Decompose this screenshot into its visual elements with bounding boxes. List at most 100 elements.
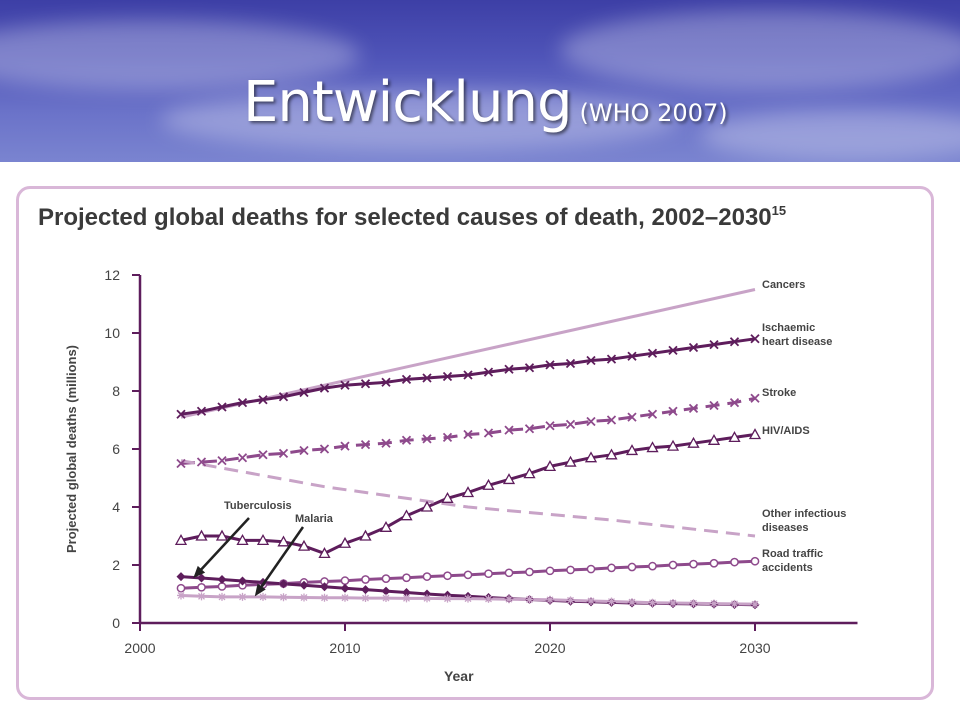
data-point-hiv-aids <box>687 436 700 448</box>
data-point-hiv-aids <box>379 520 393 532</box>
data-point-hiv-aids <box>482 478 495 490</box>
data-point-malaria <box>607 597 616 606</box>
data-point-hiv-aids <box>523 467 536 479</box>
data-point-stroke <box>442 432 453 443</box>
data-point-hiv-aids <box>420 500 434 512</box>
data-point-malaria <box>443 594 452 603</box>
data-point-ischaemic-heart-disease <box>299 387 309 398</box>
data-point-malaria <box>628 598 636 607</box>
data-point-ischaemic-heart-disease <box>688 342 699 353</box>
data-point-stroke <box>709 400 719 411</box>
data-point-stroke <box>196 457 207 467</box>
data-point-stroke <box>381 438 391 448</box>
data-point-ischaemic-heart-disease <box>196 406 207 416</box>
data-point-ischaemic-heart-disease <box>668 345 678 356</box>
y-tick-label: 4 <box>112 499 120 515</box>
data-point-ischaemic-heart-disease <box>729 337 740 347</box>
data-point-stroke <box>483 428 494 438</box>
data-point-malaria <box>546 595 554 604</box>
data-point-ischaemic-heart-disease <box>401 374 412 385</box>
data-point-hiv-aids <box>236 534 249 545</box>
data-point-malaria <box>689 599 698 608</box>
data-point-road-traffic-accidents <box>750 556 760 566</box>
data-point-stroke <box>750 393 760 403</box>
data-point-ischaemic-heart-disease <box>340 380 350 390</box>
data-point-stroke <box>340 441 350 451</box>
data-point-ischaemic-heart-disease <box>319 383 330 393</box>
data-point-hiv-aids <box>441 491 454 503</box>
data-point-malaria <box>730 599 739 608</box>
data-point-road-traffic-accidents <box>586 564 596 574</box>
data-point-ischaemic-heart-disease <box>565 358 576 369</box>
y-tick-label: 8 <box>112 383 120 399</box>
data-point-malaria <box>238 592 247 601</box>
data-point-malaria <box>197 592 206 601</box>
data-point-road-traffic-accidents <box>689 559 698 569</box>
data-point-malaria <box>341 593 349 602</box>
data-point-stroke <box>504 425 514 435</box>
series-labels: Cancers Ischaemic heart disease Stroke HIV/A… <box>762 279 846 574</box>
data-point-road-traffic-accidents <box>709 558 719 568</box>
data-point-hiv-aids <box>256 534 270 545</box>
data-point-road-traffic-accidents <box>197 582 206 592</box>
slide-title: Entwicklung (WHO 2007) <box>243 70 728 135</box>
series-label-road-traffic-accidents: Road traffic accidents <box>762 548 823 574</box>
x-axis-label: Year <box>444 668 474 684</box>
data-point-road-traffic-accidents <box>607 563 616 573</box>
y-tick-label: 12 <box>104 267 120 283</box>
data-point-malaria <box>382 594 390 603</box>
annotation-arrowhead-tuberculosis <box>193 565 206 579</box>
data-point-malaria <box>587 596 595 605</box>
data-point-hiv-aids <box>359 529 372 541</box>
x-tick-label: 2030 <box>739 640 770 656</box>
data-point-stroke <box>299 445 309 456</box>
data-point-stroke <box>647 409 658 419</box>
data-point-malaria <box>566 596 575 605</box>
series-line-cancers <box>180 288 756 419</box>
data-point-hiv-aids <box>174 534 188 545</box>
data-point-ischaemic-heart-disease <box>217 402 227 412</box>
data-point-road-traffic-accidents <box>545 566 555 576</box>
series-lines <box>180 288 756 607</box>
data-point-stroke <box>217 455 227 466</box>
data-point-stroke <box>258 450 268 460</box>
data-point-malaria <box>279 593 288 602</box>
data-point-hiv-aids <box>297 539 311 551</box>
data-point-ischaemic-heart-disease <box>381 377 391 387</box>
data-point-stroke <box>545 421 555 431</box>
data-point-stroke <box>565 419 576 429</box>
data-point-tuberculosis <box>279 579 288 589</box>
data-point-malaria <box>320 593 329 602</box>
data-point-stroke <box>586 416 596 427</box>
y-tick-label: 0 <box>112 615 120 631</box>
data-point-road-traffic-accidents <box>422 572 432 581</box>
series-label-other-infectious-diseases: Other infectious diseases <box>762 508 846 534</box>
series-label-hiv-aids: HIV/AIDS <box>762 425 810 437</box>
data-point-ischaemic-heart-disease <box>360 379 371 389</box>
data-point-hiv-aids <box>728 431 741 443</box>
data-point-road-traffic-accidents <box>484 569 493 579</box>
data-point-malaria <box>751 600 759 609</box>
data-point-hiv-aids <box>748 428 762 440</box>
x-tick-label: 2020 <box>534 640 565 656</box>
data-point-road-traffic-accidents <box>443 571 452 581</box>
data-point-ischaemic-heart-disease <box>463 370 473 380</box>
data-point-road-traffic-accidents <box>504 568 514 578</box>
data-point-stroke <box>524 424 535 434</box>
data-point-malaria <box>464 594 472 603</box>
data-point-ischaemic-heart-disease <box>524 363 535 373</box>
annotation-arrow-malaria <box>257 526 305 593</box>
data-point-malaria <box>177 591 185 600</box>
data-point-ischaemic-heart-disease <box>422 373 432 383</box>
data-point-hiv-aids <box>646 441 659 453</box>
y-axis-label: Projected global deaths (millions) <box>64 345 79 553</box>
data-point-tuberculosis <box>402 588 411 598</box>
data-point-hiv-aids <box>318 547 331 559</box>
data-point-road-traffic-accidents <box>668 560 678 570</box>
data-point-road-traffic-accidents <box>730 557 739 567</box>
slide-title-main: Entwicklung <box>243 70 572 135</box>
data-point-road-traffic-accidents <box>361 575 370 584</box>
data-point-stroke <box>463 429 473 440</box>
data-point-hiv-aids <box>338 536 352 548</box>
